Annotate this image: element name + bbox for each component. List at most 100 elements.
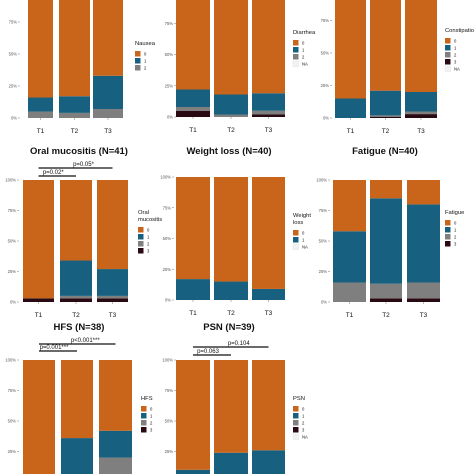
legend-label-0: 0 [302,231,305,236]
bar-segment-T2-2 [59,112,90,118]
bar-segment-T3-0 [252,360,285,451]
bar-segment-T1-3 [176,110,210,117]
y-tick-label: 100% [5,178,16,183]
bar-segment-T1-0 [23,360,55,474]
bar-segment-T2-3 [370,298,402,302]
legend-swatch-0 [293,406,299,412]
x-tick-label: T1 [37,128,45,135]
legend-swatch-0 [135,51,141,57]
x-tick-label: T3 [109,312,117,319]
x-tick-label: T1 [346,312,354,319]
x-tick-label: T2 [227,127,235,134]
y-tick-label: 50% [8,419,17,424]
x-tick-label: T1 [35,312,43,319]
y-tick-label: 50% [319,239,328,244]
y-tick-label: 25% [165,449,174,454]
legend-swatch-3 [445,241,451,247]
significance-label: p=0.104 [228,341,251,347]
legend-swatch-NA [292,243,299,250]
chart-panel-4: 0% 25% 50% 75% 100% T1 T2 T3 Oral mucositis (N=4… [5,146,162,319]
legend-swatch-3 [445,59,451,65]
bar-segment-T3-1 [93,75,123,110]
x-tick-label: T2 [72,312,80,319]
bar-segment-T1-2 [176,107,210,111]
y-tick-label: 25% [8,269,17,274]
bar-segment-T2-2 [214,114,248,117]
y-tick-label: 50% [8,239,17,244]
legend-swatch-3 [293,427,299,433]
legend-label-3: 3 [147,249,150,254]
legend-swatch-1 [445,45,451,51]
legend-swatch-NA [292,433,299,440]
legend-label-1: 1 [147,235,150,240]
legend-title: mucositis [138,217,162,223]
bar-segment-T2-2 [370,283,402,299]
bar-segment-T3-1 [407,204,440,283]
y-tick-label: 0% [165,298,171,303]
legend-swatch-1 [293,413,299,419]
legend-label-1: 1 [150,414,153,419]
y-tick-label: 25% [163,267,172,272]
x-tick-label: T3 [265,127,273,134]
panel-title: Oral mucositis (N=41) [30,146,128,157]
bar-segment-T2-0 [61,360,93,439]
chart-panel-8: 25% 50% 75% 100% PSN (N=39) p=0.104 p=0.063 PSN… [162,322,308,474]
bar-segment-T3-1 [252,288,285,300]
bar-segment-T1-1 [176,279,210,300]
legend-label-NA: NA [302,62,308,67]
bar-segment-T2-0 [60,180,92,261]
legend-swatch-2 [141,420,147,426]
bar-segment-T2-1 [214,452,248,474]
legend-swatch-2 [445,234,451,240]
legend-label-NA: NA [302,435,308,440]
legend-label-2: 2 [150,421,153,426]
legend-swatch-2 [445,52,451,58]
bar-segment-T2-3 [60,298,92,302]
bar-segment-T1-2 [333,282,366,302]
bar-segment-T1-2 [28,111,53,118]
bar-segment-T2-1 [60,260,92,296]
x-tick-label: T2 [382,312,390,319]
bar-segment-T2-1 [59,96,90,113]
legend-swatch-1 [293,237,299,243]
bar-segment-T2-1 [370,198,402,284]
y-tick-label: 75% [9,20,18,25]
bar-segment-T1-0 [28,0,53,98]
legend-swatch-NA [292,60,299,67]
y-tick-label: 0% [11,116,17,121]
bar-segment-T3-3 [407,298,440,302]
y-tick-label: 75% [321,18,330,23]
chart-panel-1: 0% 25% 50% 75% T1 T2 T3 Nausea 0 1 2 [9,0,156,135]
legend-label-3: 3 [454,242,457,247]
legend-label-0: 0 [302,407,305,412]
y-tick-label: 0% [323,116,329,121]
legend-title: loss [293,220,303,226]
legend-title: HFS [141,396,153,402]
bar-segment-T3-2 [252,110,285,115]
bar-segment-T3-0 [405,0,437,92]
bar-segment-T3-0 [97,180,128,270]
legend-swatch-2 [293,420,299,426]
legend-label-3: 3 [150,428,153,433]
y-tick-label: 100% [316,178,327,183]
bar-segment-T1-0 [333,180,366,232]
legend-swatch-0 [445,220,451,226]
bar-segment-T3-2 [93,109,123,118]
bar-segment-T3-2 [405,111,437,115]
bar-segment-T2-0 [370,0,401,91]
legend-swatch-1 [141,413,147,419]
x-tick-label: T1 [189,127,197,134]
legend-title: Fatigue [445,210,464,216]
legend-swatch-0 [293,40,299,46]
x-tick-label: T3 [420,312,428,319]
y-tick-label: 50% [165,419,174,424]
legend-label-3: 3 [454,60,457,65]
bar-segment-T3-3 [97,298,128,302]
y-tick-label: 25% [165,83,174,88]
legend-title: Diarrhea [293,30,316,36]
chart-panel-3: 0% 25% 50% 75% T1 T2 T3 Constipation 0 1 2 3 NA [321,0,474,135]
bar-segment-T2-1 [370,90,401,116]
bar-segment-T3-1 [99,430,132,458]
bar-segment-T3-1 [252,450,285,474]
